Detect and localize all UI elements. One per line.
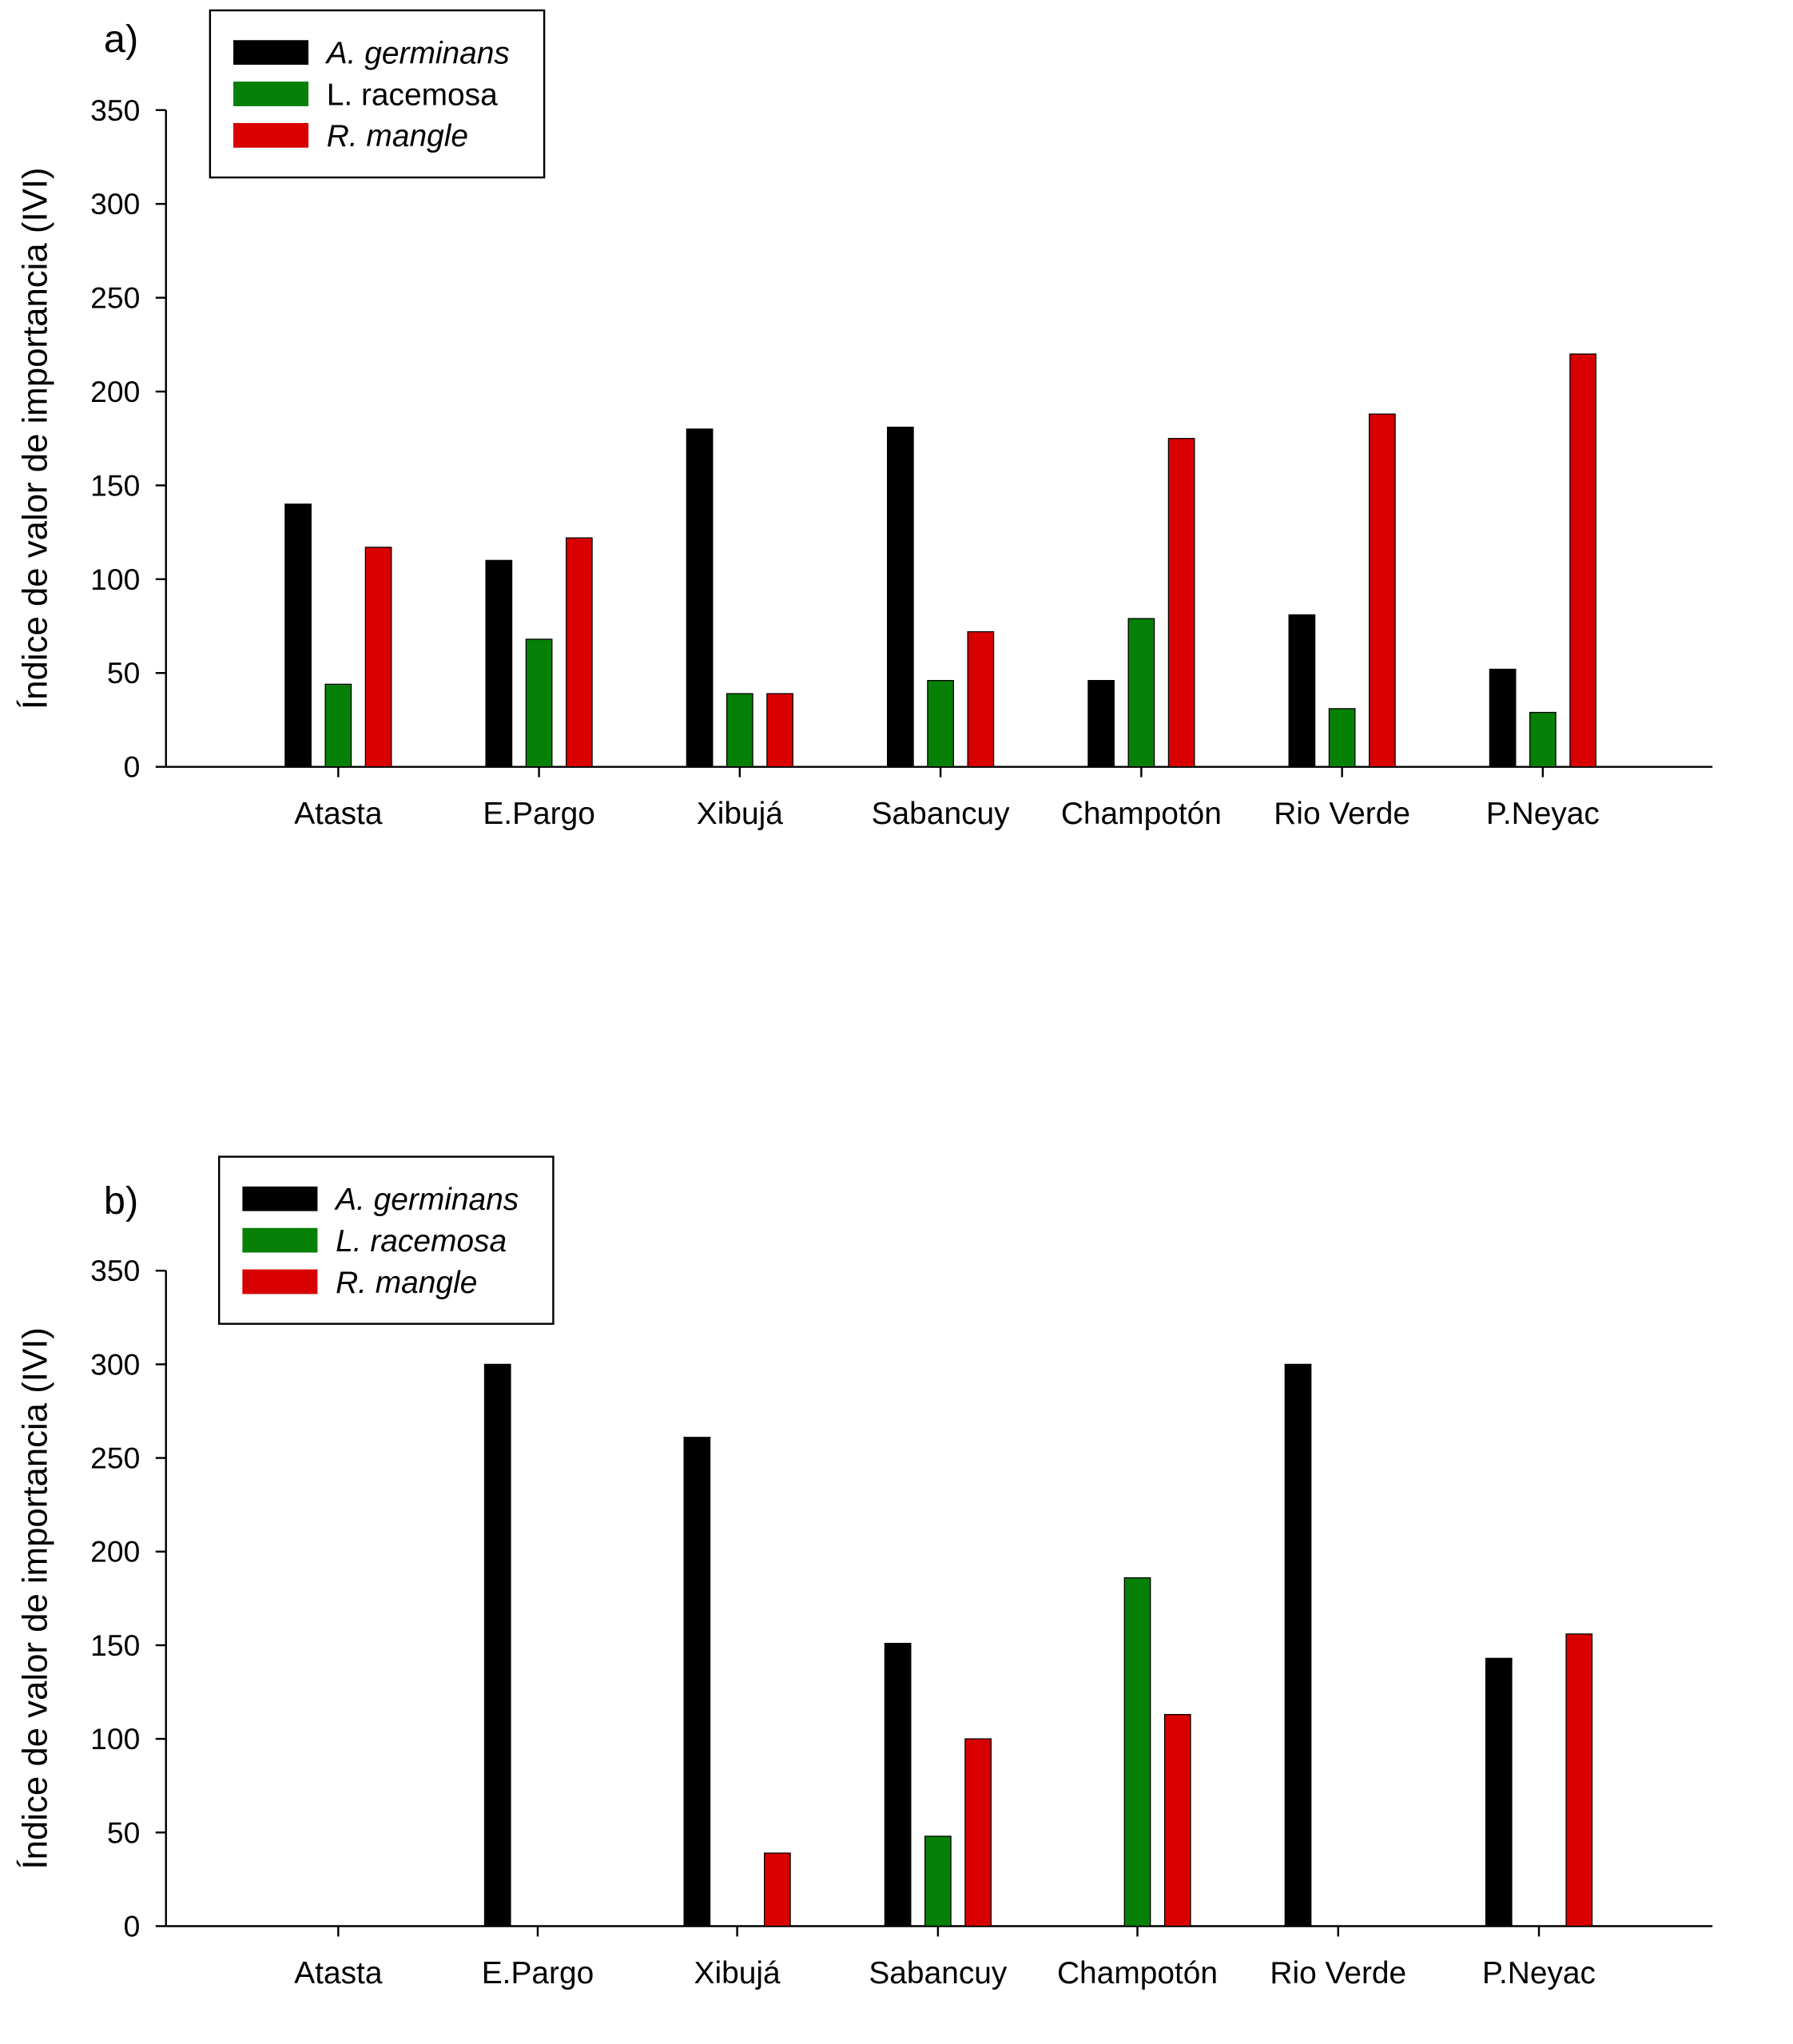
x-tick-label: Champotón — [1061, 797, 1222, 831]
y-tick-label: 250 — [90, 1442, 140, 1475]
bar-a--germinans-xibuj — [686, 428, 714, 768]
legend-label: R. mangle — [327, 119, 468, 153]
x-tick-label: Rio Verde — [1274, 797, 1410, 831]
bar-r--mangle-epargo — [565, 537, 593, 768]
x-tick-label: P.Neyac — [1486, 797, 1600, 831]
bar-l--racemosa-champotn — [1123, 1577, 1151, 1927]
x-tick-label: Xibujá — [697, 797, 783, 831]
legend: A. germinans L. racemosa R. mangle — [209, 9, 546, 179]
y-tick-label: 200 — [90, 375, 140, 408]
x-tick-label: P.Neyac — [1482, 1956, 1596, 1990]
bar-a--germinans-champotn — [1087, 679, 1115, 768]
legend-swatch — [233, 82, 309, 106]
bar-a--germinans-rioverde — [1284, 1363, 1312, 1927]
bar-a--germinans-sabancuy — [884, 1642, 912, 1927]
y-tick-label: 50 — [107, 1815, 140, 1849]
bar-a--germinans-rioverde — [1288, 614, 1316, 768]
legend-swatch — [242, 1227, 318, 1253]
bar-l--racemosa-xibuj — [726, 693, 753, 768]
bar-l--racemosa-atasta — [324, 683, 352, 768]
y-tick-label: 300 — [90, 1347, 140, 1381]
bar-r--mangle-sabancuy — [967, 630, 995, 768]
bar-r--mangle-rioverde — [1369, 413, 1396, 768]
y-axis-label: Índice de valor de importancia (IVI) — [16, 167, 55, 709]
legend-label: L. racemosa — [327, 78, 498, 112]
bar-a--germinans-pneyac — [1489, 668, 1517, 768]
bar-r--mangle-xibuj — [766, 693, 793, 768]
bar-r--mangle-xibuj — [764, 1852, 791, 1927]
bar-l--racemosa-epargo — [525, 638, 553, 768]
y-tick-label: 300 — [90, 187, 140, 221]
bar-r--mangle-pneyac — [1569, 353, 1597, 768]
panel-label: a) — [104, 18, 138, 61]
x-tick-label: Atasta — [294, 797, 383, 831]
bar-r--mangle-champotn — [1163, 1714, 1191, 1927]
y-tick-label: 350 — [90, 1254, 140, 1287]
y-axis-label: Índice de valor de importancia (IVI) — [16, 1327, 55, 1869]
bar-l--racemosa-rioverde — [1328, 708, 1356, 768]
bar-r--mangle-pneyac — [1565, 1633, 1593, 1927]
x-tick-label: Champotón — [1057, 1956, 1218, 1990]
bar-l--racemosa-pneyac — [1529, 711, 1556, 768]
y-tick-label: 50 — [107, 656, 140, 690]
x-tick-label: Atasta — [294, 1956, 383, 1990]
bar-a--germinans-epargo — [483, 1363, 511, 1927]
y-tick-label: 100 — [90, 563, 140, 596]
legend-swatch — [233, 122, 309, 148]
chart-a: 0 50 100 150 200 250 300 350 Atasta E.Pargo Xibujá… — [16, 9, 1713, 831]
panel-label: b) — [104, 1179, 138, 1223]
bar-l--racemosa-champotn — [1127, 618, 1155, 768]
x-tick-label: Sabancuy — [869, 1956, 1008, 1990]
bar-a--germinans-pneyac — [1485, 1657, 1513, 1927]
y-tick-label: 150 — [90, 1628, 140, 1662]
chart-b: 0 50 100 150 200 250 300 350 Atasta E.Pargo Xibujá… — [16, 1155, 1713, 1990]
bar-r--mangle-champotn — [1167, 438, 1195, 768]
legend-label: A. germinans — [334, 1183, 519, 1217]
legend-label: L. racemosa — [336, 1224, 507, 1259]
x-tick-label: Xibujá — [694, 1956, 781, 1990]
bar-a--germinans-xibuj — [683, 1437, 711, 1927]
legend-swatch — [242, 1186, 318, 1211]
y-tick-label: 350 — [90, 93, 140, 127]
bar-l--racemosa-sabancuy — [927, 679, 954, 768]
y-tick-label: 0 — [124, 1909, 141, 1943]
x-tick-label: E.Pargo — [483, 797, 595, 831]
x-tick-label: E.Pargo — [482, 1956, 594, 1990]
y-tick-label: 200 — [90, 1535, 140, 1569]
bar-a--germinans-sabancuy — [887, 426, 914, 768]
x-tick-label: Rio Verde — [1270, 1956, 1406, 1990]
x-tick-label: Sabancuy — [872, 797, 1011, 831]
y-tick-label: 100 — [90, 1722, 140, 1756]
legend-swatch — [242, 1269, 318, 1294]
bar-r--mangle-sabancuy — [964, 1738, 992, 1927]
bar-r--mangle-atasta — [364, 547, 392, 768]
legend-swatch — [233, 40, 309, 66]
legend: A. germinans L. racemosa R. mangle — [217, 1155, 555, 1325]
y-tick-label: 250 — [90, 281, 140, 315]
bar-a--germinans-atasta — [284, 503, 312, 768]
bar-l--racemosa-sabancuy — [924, 1835, 952, 1927]
y-tick-label: 0 — [124, 750, 141, 784]
legend-label: A. germinans — [325, 36, 510, 70]
y-tick-label: 150 — [90, 468, 140, 502]
bar-a--germinans-epargo — [485, 559, 513, 768]
legend-label: R. mangle — [336, 1266, 477, 1300]
